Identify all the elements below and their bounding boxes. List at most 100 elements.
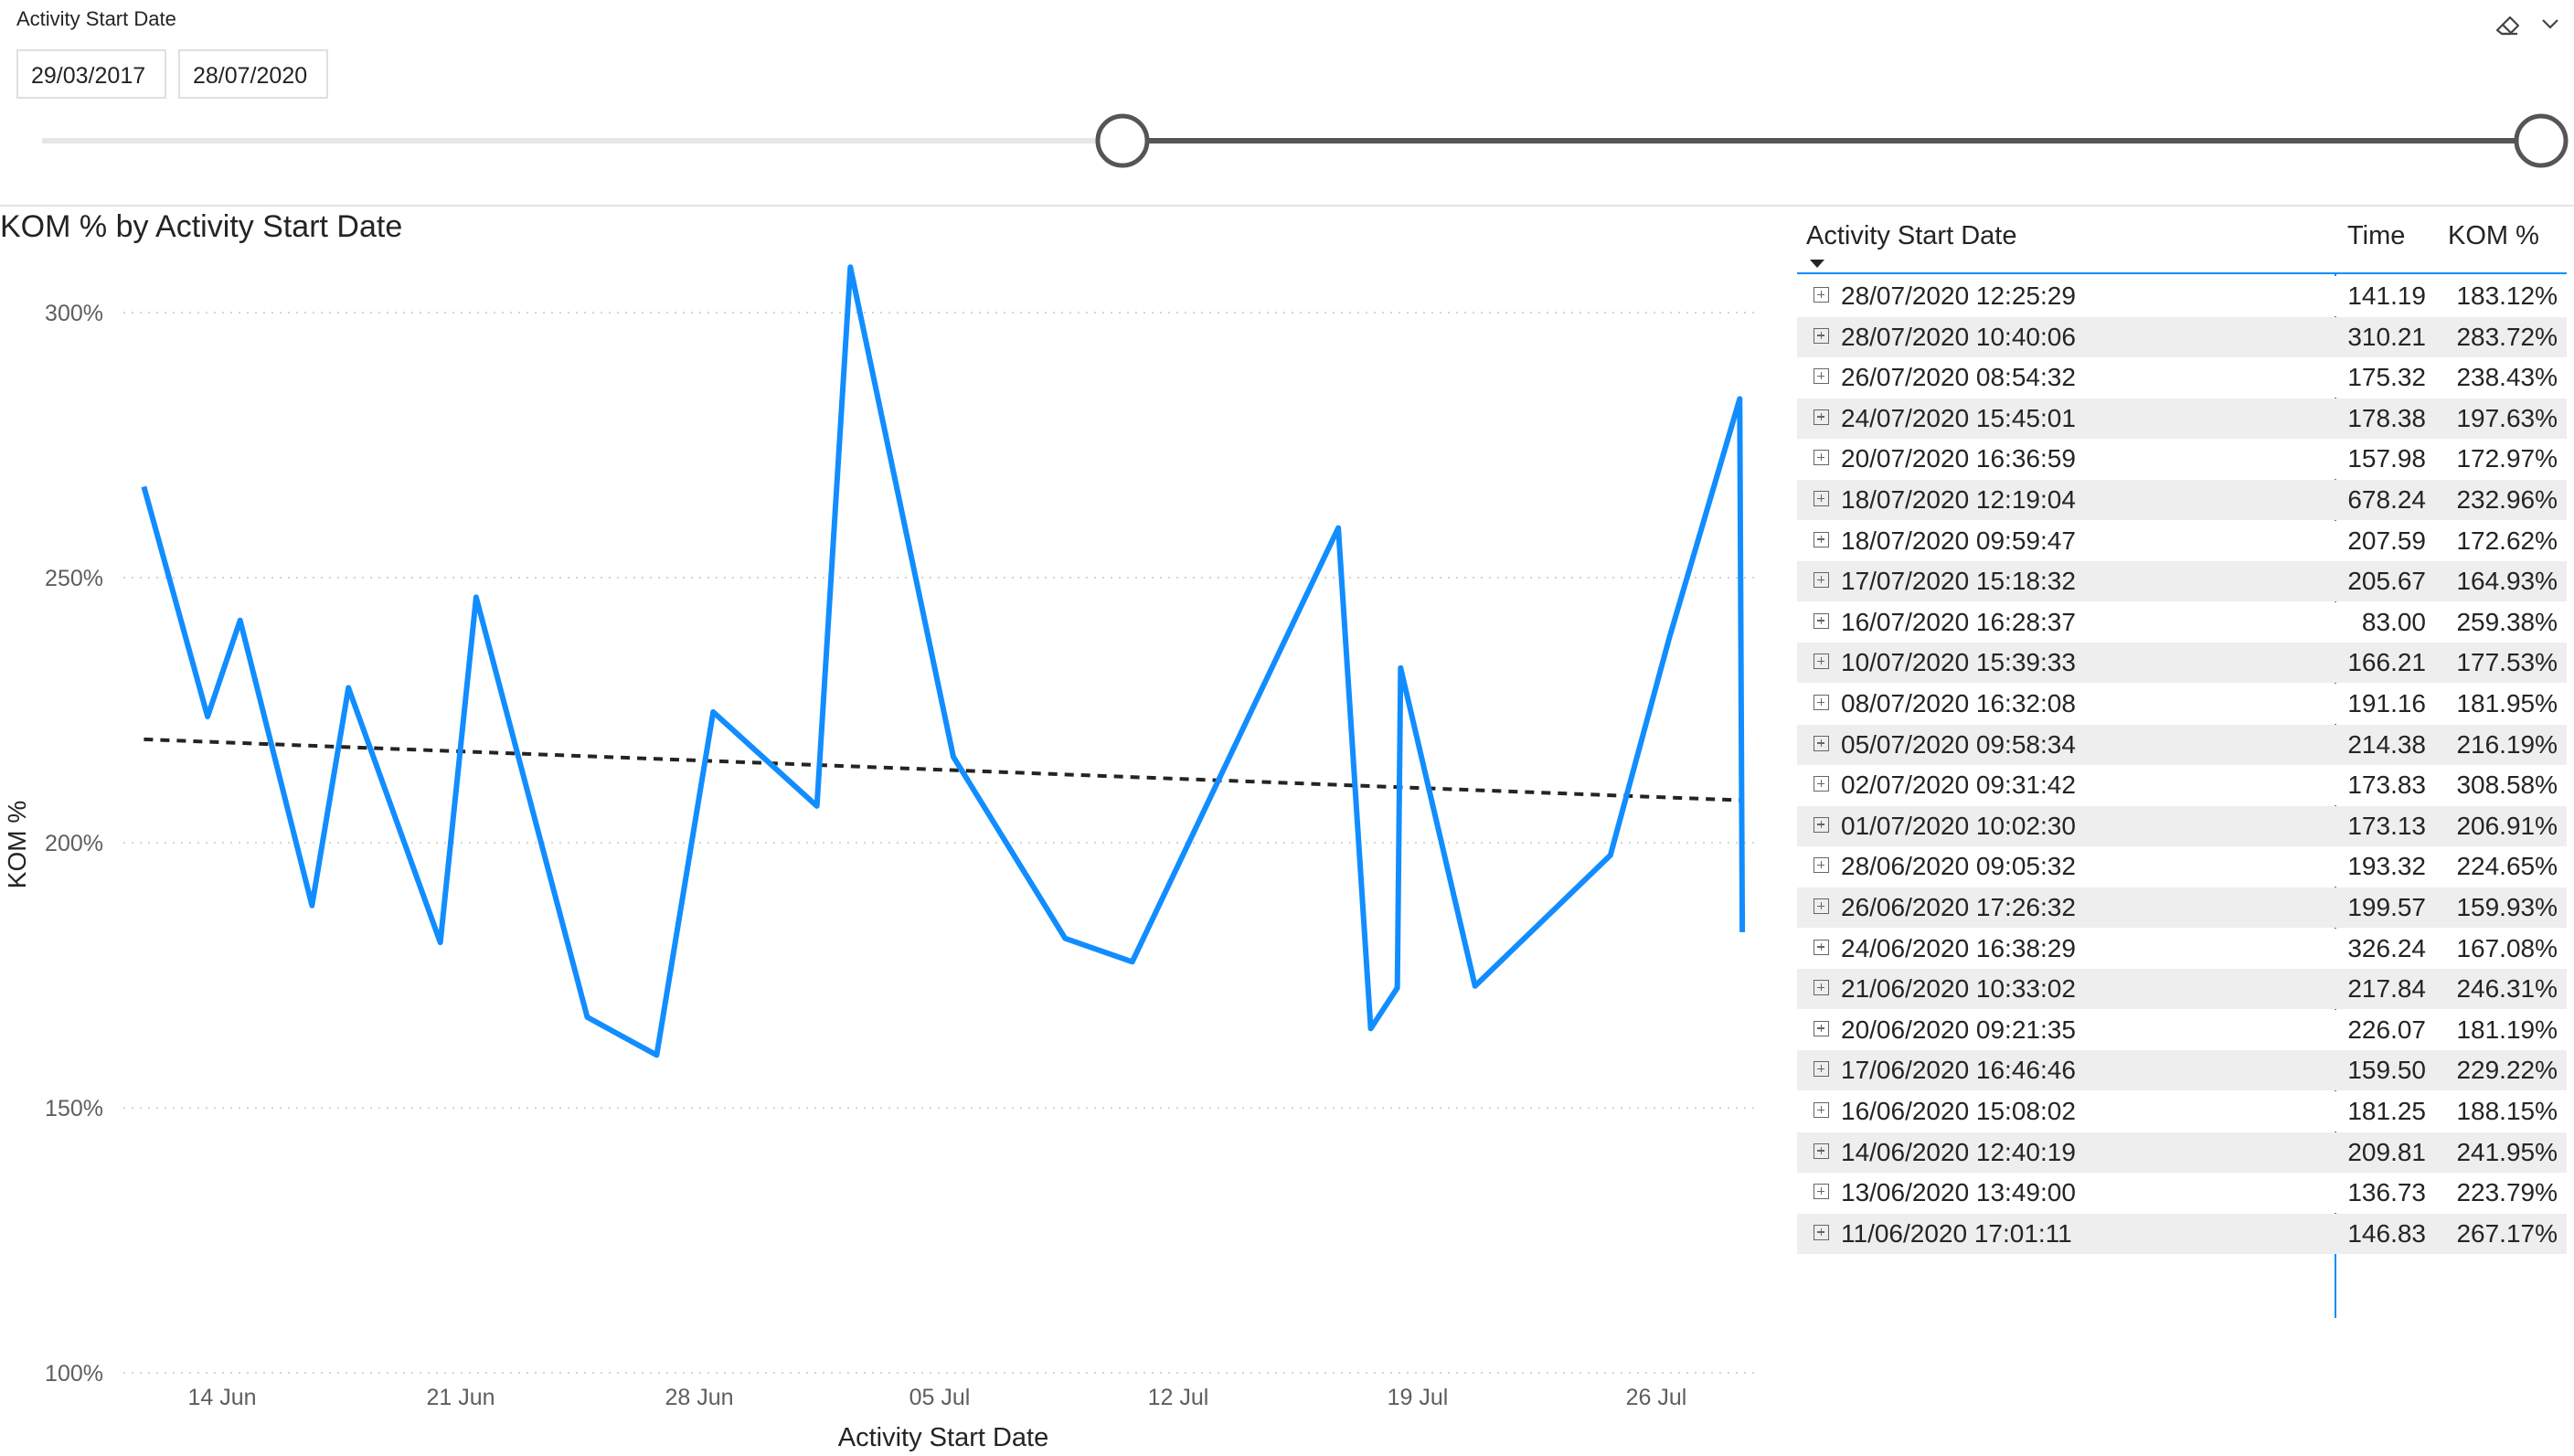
y-tick-label: 150% — [45, 1096, 103, 1121]
data-point[interactable] — [1470, 981, 1481, 992]
cell-time: 166.21 — [2347, 648, 2426, 677]
cell-time: 146.83 — [2347, 1218, 2426, 1248]
plus-square-icon[interactable] — [1814, 654, 1829, 670]
data-point[interactable] — [1333, 523, 1344, 534]
data-point[interactable] — [1127, 956, 1138, 967]
data-point[interactable] — [1664, 633, 1675, 644]
table-row[interactable]: 11/06/2020 17:01:11 146.83 267.17% — [1797, 1213, 2567, 1254]
plus-square-icon[interactable] — [1814, 1020, 1829, 1036]
column-header-date[interactable]: Activity Start Date — [1806, 221, 2017, 250]
table-row[interactable]: 16/07/2020 16:28:37 83.00 259.38% — [1797, 601, 2567, 643]
table-row[interactable]: 01/07/2020 10:02:30 173.13 206.91% — [1797, 805, 2567, 846]
table-row[interactable]: 24/07/2020 15:45:01 178.38 197.63% — [1797, 398, 2567, 439]
cell-kom: 283.72% — [2456, 322, 2558, 351]
table-row[interactable]: 17/06/2020 16:46:46 159.50 229.22% — [1797, 1050, 2567, 1091]
plus-square-icon[interactable] — [1814, 1102, 1829, 1118]
plus-square-icon[interactable] — [1814, 776, 1829, 792]
table-row[interactable]: 10/07/2020 15:39:33 166.21 177.53% — [1797, 643, 2567, 684]
data-point[interactable] — [435, 937, 446, 948]
chevron-down-icon[interactable] — [2532, 5, 2569, 42]
plus-square-icon[interactable] — [1814, 287, 1829, 303]
table-row[interactable]: 21/06/2020 10:33:02 217.84 246.31% — [1797, 969, 2567, 1010]
cell-date: 11/06/2020 17:01:11 — [1841, 1218, 2072, 1248]
cell-time: 217.84 — [2347, 974, 2426, 1004]
data-point[interactable] — [1392, 983, 1403, 994]
data-point[interactable] — [138, 481, 149, 492]
plus-square-icon[interactable] — [1814, 735, 1829, 751]
plus-square-icon[interactable] — [1814, 368, 1829, 385]
cell-date: 28/07/2020 10:40:06 — [1841, 322, 2076, 351]
plus-square-icon[interactable] — [1814, 939, 1829, 955]
plus-square-icon[interactable] — [1814, 491, 1829, 506]
plus-square-icon[interactable] — [1814, 450, 1829, 466]
table-row[interactable]: 18/07/2020 09:59:47 207.59 172.62% — [1797, 520, 2567, 561]
plus-square-icon[interactable] — [1814, 857, 1829, 874]
cell-date: 08/07/2020 16:32:08 — [1841, 689, 2076, 717]
data-point[interactable] — [1605, 850, 1616, 861]
column-header-kom[interactable]: KOM % — [2448, 221, 2539, 250]
cell-date: 28/07/2020 12:25:29 — [1841, 282, 2076, 310]
cell-date: 28/06/2020 09:05:32 — [1841, 852, 2076, 881]
data-point[interactable] — [235, 615, 246, 626]
slider-start-handle[interactable] — [1095, 113, 1150, 168]
cell-time: 173.83 — [2347, 771, 2426, 800]
data-point[interactable] — [707, 707, 718, 717]
slicer-title: Activity Start Date — [16, 7, 176, 30]
data-point[interactable] — [1059, 933, 1070, 944]
table-row[interactable]: 08/07/2020 16:32:08 191.16 181.95% — [1797, 684, 2567, 724]
data-point[interactable] — [1366, 1023, 1377, 1034]
plus-square-icon[interactable] — [1814, 695, 1829, 710]
table-row[interactable]: 05/07/2020 09:58:34 214.38 216.19% — [1797, 724, 2567, 765]
data-point[interactable] — [471, 591, 482, 602]
sort-down-icon[interactable] — [1806, 256, 1828, 271]
data-point[interactable] — [845, 261, 856, 272]
cell-kom: 183.12% — [2456, 282, 2558, 310]
table-row[interactable]: 24/06/2020 16:38:29 326.24 167.08% — [1797, 928, 2567, 969]
plus-square-icon[interactable] — [1814, 531, 1829, 547]
table-row[interactable]: 16/06/2020 15:08:02 181.25 188.15% — [1797, 1091, 2567, 1132]
slider-end-handle[interactable] — [2514, 113, 2569, 168]
eraser-icon[interactable] — [2490, 5, 2526, 42]
table-row[interactable]: 20/07/2020 16:36:59 157.98 172.97% — [1797, 439, 2567, 480]
cell-time: 181.25 — [2347, 1097, 2426, 1125]
cell-time: 214.38 — [2347, 729, 2426, 759]
table-row[interactable]: 18/07/2020 12:19:04 678.24 232.96% — [1797, 480, 2567, 520]
data-point[interactable] — [651, 1049, 662, 1060]
plus-square-icon[interactable] — [1814, 409, 1829, 425]
plus-square-icon[interactable] — [1814, 612, 1829, 629]
data-point[interactable] — [1395, 663, 1406, 674]
table-row[interactable]: 26/06/2020 17:26:32 199.57 159.93% — [1797, 887, 2567, 928]
plus-square-icon[interactable] — [1814, 1142, 1829, 1159]
plus-square-icon[interactable] — [1814, 898, 1829, 914]
data-point[interactable] — [1734, 393, 1745, 404]
kom-series-line[interactable] — [141, 264, 1746, 1058]
plus-square-icon[interactable] — [1814, 1184, 1829, 1200]
table-row[interactable]: 28/07/2020 10:40:06 310.21 283.72% — [1797, 316, 2567, 357]
plus-square-icon[interactable] — [1814, 572, 1829, 589]
plus-square-icon[interactable] — [1814, 816, 1829, 833]
data-point[interactable] — [202, 711, 213, 722]
plus-square-icon[interactable] — [1814, 1061, 1829, 1078]
table-row[interactable]: 17/07/2020 15:18:32 205.67 164.93% — [1797, 561, 2567, 602]
table-row[interactable]: 14/06/2020 12:40:19 209.81 241.95% — [1797, 1132, 2567, 1173]
plus-square-icon[interactable] — [1814, 327, 1829, 344]
data-point[interactable] — [948, 751, 959, 762]
table-row[interactable]: 26/07/2020 08:54:32 175.32 238.43% — [1797, 357, 2567, 399]
table-row[interactable]: 28/06/2020 09:05:32 193.32 224.65% — [1797, 846, 2567, 887]
data-point[interactable] — [581, 1012, 592, 1023]
table-row[interactable]: 28/07/2020 12:25:29 141.19 183.12% — [1797, 276, 2567, 316]
slider-track[interactable] — [0, 0, 2574, 205]
table-row[interactable]: 02/07/2020 09:31:42 173.83 308.58% — [1797, 765, 2567, 806]
start-date-input[interactable]: 29/03/2017 — [16, 49, 166, 99]
table-row[interactable]: 20/06/2020 09:21:35 226.07 181.19% — [1797, 1009, 2567, 1050]
data-point[interactable] — [812, 801, 823, 812]
cell-kom: 197.63% — [2456, 403, 2558, 432]
end-date-input[interactable]: 28/07/2020 — [178, 49, 328, 99]
plus-square-icon[interactable] — [1814, 1224, 1829, 1240]
column-header-time[interactable]: Time — [2347, 221, 2406, 250]
data-point[interactable] — [1737, 927, 1748, 938]
table-row[interactable]: 13/06/2020 13:49:00 136.73 223.79% — [1797, 1173, 2567, 1214]
plus-square-icon[interactable] — [1814, 980, 1829, 996]
data-point[interactable] — [306, 900, 317, 911]
data-point[interactable] — [343, 683, 354, 694]
